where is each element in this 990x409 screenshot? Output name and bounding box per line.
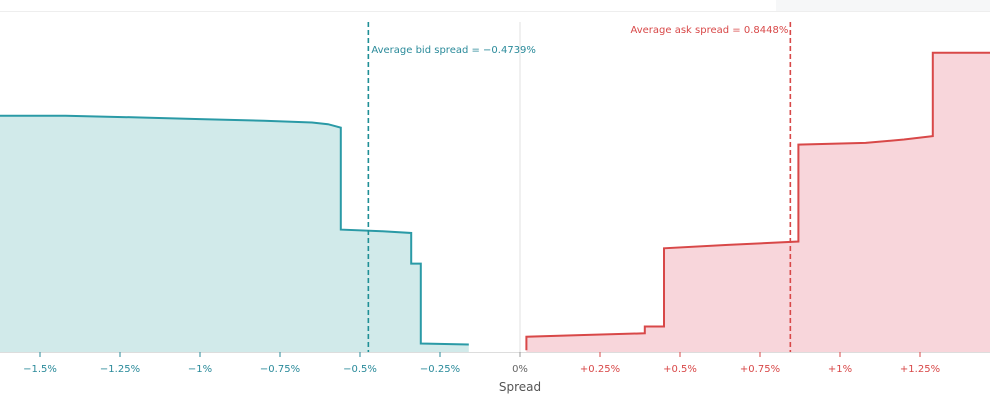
depth-areas (0, 51, 990, 352)
x-tick-label: +0.25% (580, 364, 620, 375)
x-tick-label: +1% (828, 364, 852, 375)
x-tick-label: −0.25% (420, 364, 460, 375)
top-divider (0, 11, 990, 12)
top-toolbar-area (776, 0, 990, 11)
bid-depth-line (0, 114, 469, 346)
x-tick-label: 0% (512, 364, 528, 375)
avg-ask-spread-label: Average ask spread = 0.8448% (630, 25, 788, 36)
ask-depth-line (525, 51, 990, 351)
x-tick-label: +0.75% (740, 364, 780, 375)
x-tick-label: −0.75% (260, 364, 300, 375)
x-axis-label: Spread (499, 380, 541, 394)
x-axis-ticks: −1.5% −1.25% −1% −0.75% −0.5% −0.25% 0% +0.25% +… (23, 352, 940, 375)
avg-bid-spread-label: Average bid spread = −0.4739% (371, 45, 536, 56)
x-tick-label: −1% (188, 364, 212, 375)
x-tick-label: −0.5% (343, 364, 377, 375)
ask-depth-area (526, 52, 990, 352)
x-tick-label: −1.25% (100, 364, 140, 375)
x-tick-label: +1.25% (900, 364, 940, 375)
average-spread-markers: Average bid spread = −0.4739% Average ask… (367, 22, 792, 352)
x-tick-label: +0.5% (663, 364, 697, 375)
bid-depth-area (0, 115, 469, 352)
x-tick-label: −1.5% (23, 364, 57, 375)
